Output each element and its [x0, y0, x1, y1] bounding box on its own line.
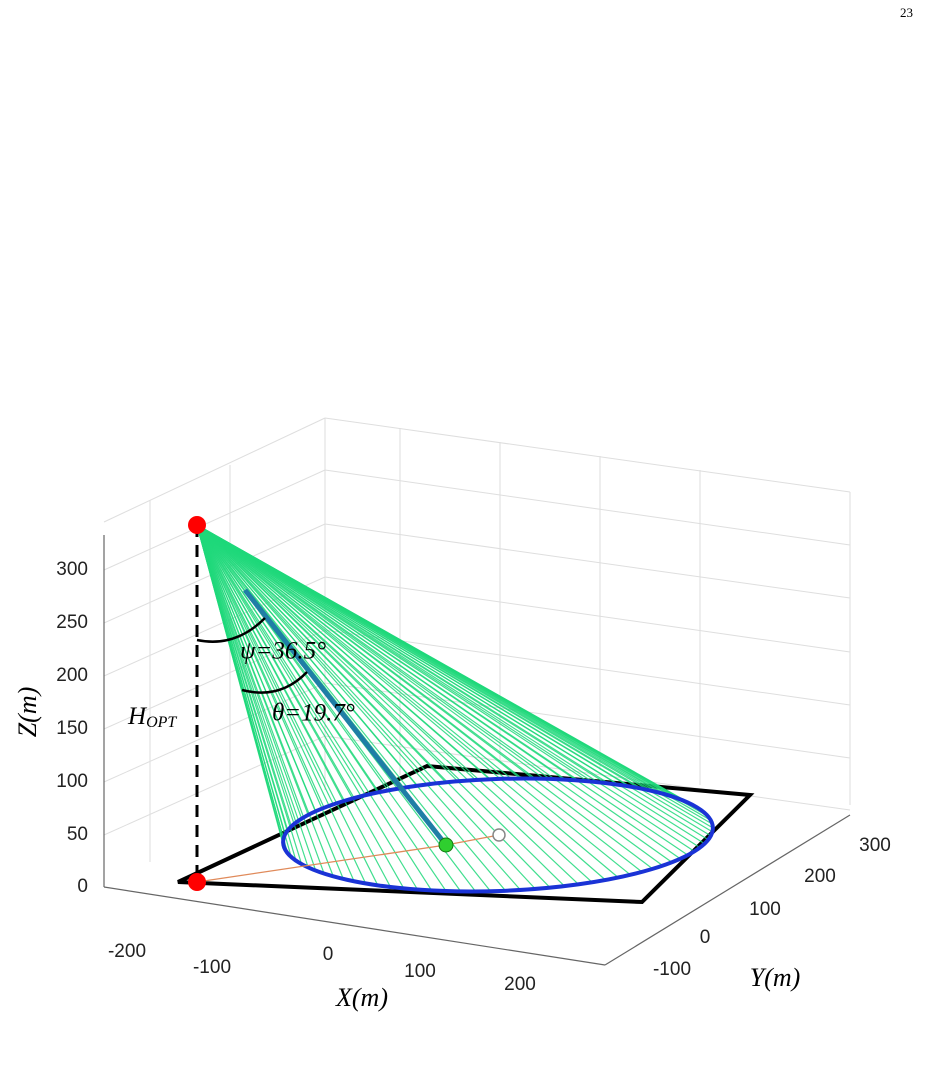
z-tick-label: 100 — [56, 771, 88, 792]
y-tick-label: 300 — [859, 835, 891, 856]
cone-ray — [196, 524, 619, 878]
cone-ray — [196, 524, 713, 825]
ground-point — [188, 873, 206, 891]
uav-point — [188, 516, 206, 534]
height-label: HOPT — [127, 703, 177, 731]
cone-ray — [196, 524, 334, 805]
z-axis-label: Z(m) — [13, 687, 42, 738]
z-tick-label: 150 — [56, 718, 88, 739]
background-grid — [103, 417, 851, 862]
cone-ray — [196, 524, 631, 788]
beam-axis — [243, 588, 448, 847]
cone-ray — [196, 524, 419, 890]
page-number: 23 — [900, 5, 913, 20]
y-tick-label: 200 — [804, 866, 836, 887]
user-point — [492, 828, 506, 842]
cone-ray — [196, 524, 664, 867]
cone-ray — [196, 524, 297, 823]
z-tick-label: 0 — [77, 876, 88, 897]
axes — [103, 535, 851, 966]
cone-ray — [196, 524, 379, 793]
y-tick-label: -100 — [653, 959, 691, 980]
cone-ray — [196, 524, 286, 835]
beam-center — [438, 837, 454, 853]
cone-ray — [196, 524, 433, 785]
theta-label: θ=19.7° — [272, 700, 355, 727]
height-main: H — [127, 703, 148, 730]
cone-ray — [196, 524, 593, 783]
cone-ray — [196, 524, 606, 784]
cone-ray — [196, 524, 619, 786]
y-tick-label: 100 — [749, 899, 781, 920]
cone-ray — [196, 524, 565, 781]
cone-ray — [196, 524, 491, 780]
cone-ray — [196, 524, 631, 876]
y-axis-label: Y(m) — [750, 963, 801, 992]
cone-ray — [196, 524, 317, 812]
cone-ray — [196, 524, 506, 780]
z-tick-label: 300 — [56, 559, 88, 580]
cone-ray — [196, 524, 579, 781]
x-tick-label: 0 — [323, 944, 334, 965]
psi-arc — [196, 617, 266, 643]
cone-ray — [196, 524, 521, 780]
cone-ray — [196, 524, 447, 783]
cone-rays — [196, 524, 714, 892]
cone-ray — [196, 524, 355, 799]
cone-ray — [196, 524, 462, 782]
coverage-ellipse — [281, 776, 715, 894]
cone-ray — [196, 524, 536, 780]
cone-ray — [196, 524, 289, 831]
theta-arc — [241, 671, 308, 694]
cone-ray — [196, 524, 391, 791]
ground-projection — [196, 834, 500, 883]
cone-ray — [196, 524, 325, 808]
z-tick-label: 200 — [56, 665, 88, 686]
cone-ray — [196, 524, 418, 787]
ground-area — [177, 763, 755, 905]
cone-ray — [196, 524, 521, 891]
x-tick-label: 100 — [404, 961, 436, 982]
cone-ray — [196, 524, 303, 819]
cone-ray — [196, 524, 551, 780]
y-tick-label: 0 — [700, 927, 711, 948]
cone-ray — [196, 524, 433, 891]
cone-ray — [196, 524, 379, 886]
height-sub: OPT — [146, 714, 177, 731]
cone-ray — [196, 524, 476, 781]
psi-label: ψ=36.5° — [240, 638, 326, 665]
x-tick-label: -200 — [108, 941, 146, 962]
z-tick-label: 250 — [56, 612, 88, 633]
x-tick-label: -100 — [193, 957, 231, 978]
cone-ray — [196, 524, 536, 890]
cone-ray — [196, 524, 309, 816]
cone-ray — [196, 524, 344, 802]
cone-ray — [196, 524, 367, 884]
cone-ray — [196, 524, 367, 796]
cone-ray — [196, 524, 579, 885]
z-tick-label: 50 — [67, 824, 88, 845]
cone-ray — [196, 524, 292, 827]
cone-ray — [196, 524, 491, 892]
x-tick-label: 200 — [504, 974, 536, 995]
x-axis-label: X(m) — [335, 983, 388, 1012]
